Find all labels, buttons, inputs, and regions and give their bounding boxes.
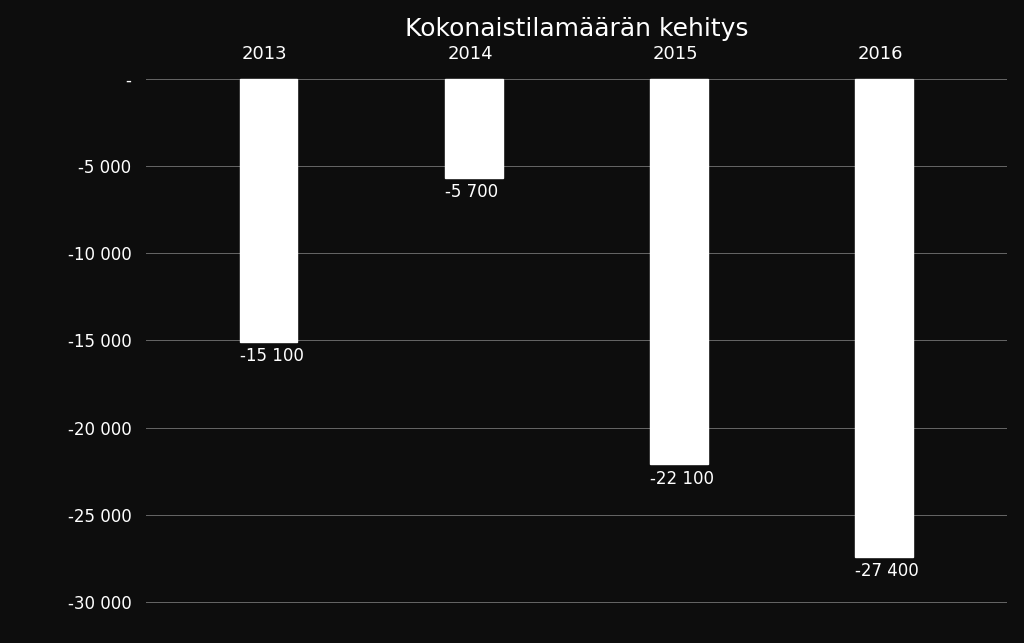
Bar	[855, 78, 913, 557]
Title: Kokonaistilamäärän kehitys: Kokonaistilamäärän kehitys	[404, 17, 749, 41]
Text: -5 700: -5 700	[445, 183, 499, 201]
Text: 2016: 2016	[857, 45, 903, 63]
Text: -15 100: -15 100	[240, 347, 304, 365]
Bar	[650, 78, 708, 464]
Text: -27 400: -27 400	[855, 562, 920, 580]
Bar	[445, 78, 503, 178]
Text: 2013: 2013	[242, 45, 288, 63]
Bar	[240, 78, 297, 342]
Text: 2014: 2014	[447, 45, 493, 63]
Text: 2015: 2015	[652, 45, 698, 63]
Text: -22 100: -22 100	[650, 470, 715, 488]
